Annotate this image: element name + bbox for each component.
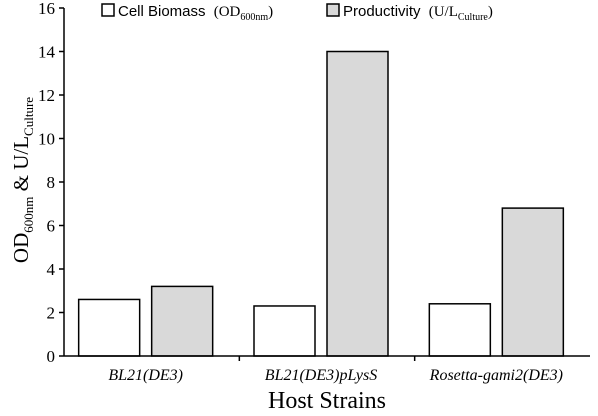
y-axis-title-sub1: 600nm (21, 197, 36, 233)
y-tick-label: 6 (47, 217, 56, 236)
bars (77, 50, 565, 357)
y-tick-label: 14 (38, 43, 56, 62)
x-axis-title: Host Strains (268, 388, 386, 414)
legend-biomass-close: ) (268, 4, 273, 20)
bar-productivity (326, 50, 389, 357)
bar-productivity (150, 285, 214, 357)
legend-swatch-biomass (101, 3, 115, 17)
bar-biomass (428, 303, 492, 357)
legend-biomass-open: (OD (214, 4, 241, 20)
legend-swatch-productivity (326, 3, 340, 17)
x-axis-ticks: BL21(DE3) BL21(DE3)pLysS Rosetta-gami2(DE3… (108, 356, 563, 384)
legend-label-biomass: Cell Biomass (OD600nm) (118, 3, 273, 23)
y-tick-label: 2 (47, 304, 56, 323)
x-tick-label: BL21(DE3) (108, 367, 183, 384)
y-tick-label: 4 (47, 260, 56, 279)
y-tick-label: 12 (38, 86, 55, 105)
y-axis-title: OD600nm & U/LCulture (9, 97, 36, 263)
y-tick-label: 16 (38, 0, 55, 18)
bar-biomass (77, 298, 141, 357)
y-tick-label: 8 (47, 173, 56, 192)
y-axis-ticks: 0 2 4 6 8 10 12 14 16 (38, 0, 64, 366)
x-tick-label: BL21(DE3)pLysS (265, 367, 377, 384)
y-axis-title-sub2: Culture (21, 97, 36, 136)
legend-productivity-sub: Culture (458, 12, 489, 23)
y-tick-label: 0 (47, 347, 56, 366)
legend-label-productivity: Productivity (U/LCulture) (343, 3, 493, 23)
legend-biomass-sub: 600nm (240, 12, 268, 23)
bar-biomass (253, 305, 316, 357)
legend-productivity-main: Productivity (343, 3, 421, 20)
x-tick-label: Rosetta-gami2(DE3) (429, 367, 563, 384)
y-axis-title-part1: OD (9, 233, 33, 263)
legend-productivity-open: (U/L (429, 4, 458, 20)
legend: Cell Biomass (OD600nm) Productivity (U/L… (101, 3, 493, 23)
legend-productivity-close: ) (488, 4, 493, 20)
y-axis-title-part2: & U/L (9, 136, 33, 197)
y-tick-label: 10 (38, 130, 55, 149)
legend-biomass-main: Cell Biomass (118, 3, 206, 20)
bar-productivity (501, 207, 565, 357)
